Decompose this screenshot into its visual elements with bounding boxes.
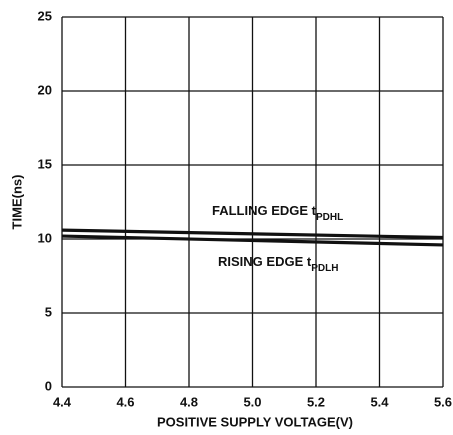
y-tick-label: 0 (45, 378, 52, 393)
series-subscript: PDHL (316, 212, 343, 223)
y-axis-label: TIME(ns) (9, 175, 24, 230)
series-subscript: PDLH (311, 263, 338, 274)
y-tick-label: 20 (38, 82, 52, 97)
x-tick-label: 5.2 (307, 394, 325, 409)
x-tick-label: 5.6 (434, 394, 452, 409)
line-series (61, 228, 444, 240)
series-name: RISING EDGE t (218, 254, 312, 269)
x-tick-label: 4.6 (116, 394, 134, 409)
x-axis-label: POSITIVE SUPPLY VOLTAGE(V) (157, 414, 353, 429)
y-tick-label: 5 (45, 304, 52, 319)
series-label: FALLING EDGE tPDHL (212, 203, 343, 222)
y-tick-label: 25 (38, 8, 52, 23)
x-tick-label: 5.0 (243, 394, 261, 409)
y-tick-label: 15 (38, 156, 52, 171)
y-tick-label: 10 (38, 230, 52, 245)
x-tick-label: 5.4 (370, 394, 389, 409)
line-series (61, 234, 444, 247)
x-tick-label: 4.8 (180, 394, 198, 409)
series-name: FALLING EDGE t (212, 203, 317, 218)
series-label: RISING EDGE tPDLH (218, 254, 338, 273)
x-tick-label: 4.4 (53, 394, 72, 409)
